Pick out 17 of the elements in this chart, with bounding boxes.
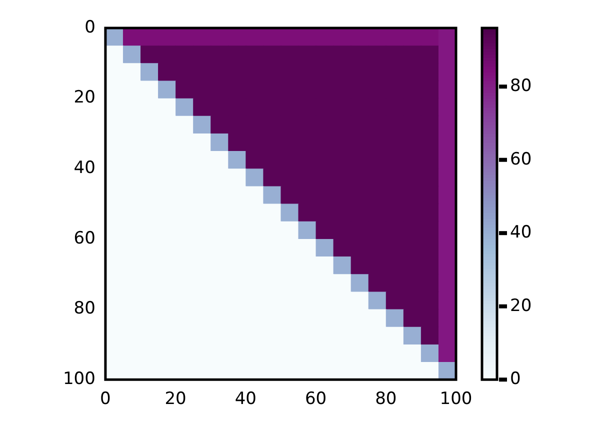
y-tick-label: 100 [62, 369, 96, 390]
color-bar-label: 20 [510, 296, 532, 316]
color-bar-label: 40 [510, 222, 532, 243]
x-tick-label: 60 [304, 389, 327, 410]
x-tick-label: 20 [164, 389, 186, 410]
x-tick-label: 100 [440, 389, 472, 410]
y-tick-label: 20 [74, 88, 96, 108]
x-tick-label: 0 [100, 389, 111, 410]
color-bar-label: 0 [510, 369, 521, 390]
x-tick-label: 80 [375, 389, 397, 410]
color-bar-label: 80 [510, 76, 532, 96]
y-tick-label: 0 [84, 17, 96, 38]
y-tick-label: 40 [74, 158, 96, 178]
color-bar-label: 60 [510, 149, 532, 170]
y-tick-label: 80 [74, 298, 96, 319]
y-tick-label: 60 [74, 228, 96, 248]
x-tick-label: 40 [234, 389, 256, 410]
